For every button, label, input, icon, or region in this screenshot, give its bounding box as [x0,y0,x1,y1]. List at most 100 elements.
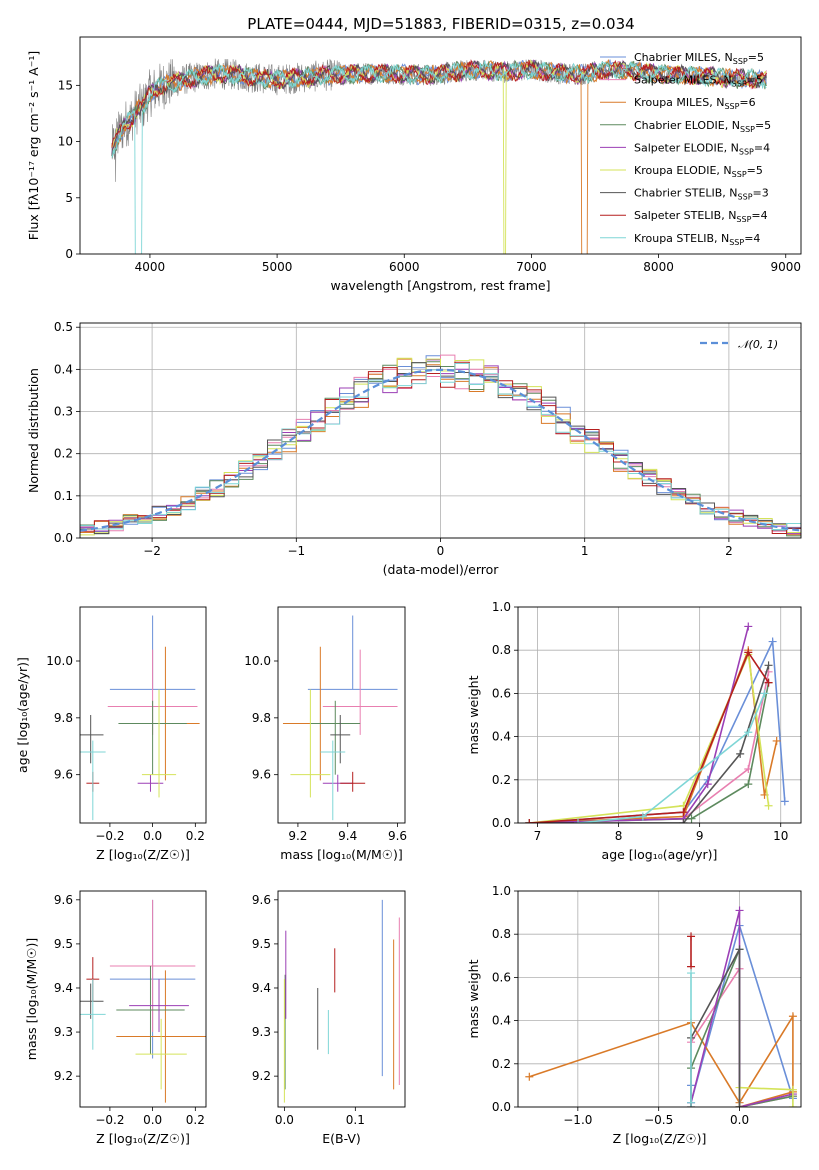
y-tick-label: 0.6 [492,970,511,984]
x-tick-label: 9000 [770,260,801,274]
x-tick-label: 6000 [389,260,420,274]
x-tick-label: 0.0 [143,1113,162,1127]
legend-label-3: Kroupa MILES, NSSP=6 [634,96,756,111]
axes-frame [277,890,406,1108]
x-tick-label: 8000 [643,260,674,274]
weight-marker-1 [780,797,789,806]
x-axis-label: wavelength [Angstrom, rest frame] [330,278,550,293]
weight-marker-7 [735,945,744,954]
x-tick-label: 0.2 [186,829,205,843]
y-tick-label: 9.8 [54,711,73,725]
weight-plot-area [525,906,797,1107]
mass-vs-extinction-panel: 0.0 0.1 9.2 9.3 9.4 9.5 9.6 E(B-V) [252,890,406,1146]
weight-marker-5 [703,780,712,789]
y-tick-label: 9.5 [252,937,271,951]
x-tick-label: −2 [143,544,161,558]
y-tick-label: 9.6 [54,768,73,782]
y-tick-label: 0.4 [492,1014,511,1028]
weight-marker-9 [687,969,696,978]
mass-vs-metallicity-panel: −0.2 0.0 0.2 9.2 9.3 9.4 9.5 9.6 Z [log₁₀(Z/Z☉)]… [24,890,207,1146]
x-tick-label: 0.0 [730,1113,749,1127]
y-tick-label: 0.0 [492,816,511,830]
weight-marker-9 [574,819,583,823]
weight-marker-9 [760,689,769,698]
weight-line-1 [690,922,794,1103]
x-axis-label: Z [log₁₀(Z/Z☉)] [96,1131,190,1146]
x-axis-label: Z [log₁₀(Z/Z☉)] [613,1131,707,1146]
y-axis-label: mass weight [466,675,481,754]
weight-line-2 [529,671,770,823]
x-tick-label: −0.5 [644,1113,673,1127]
weight-marker-5 [744,622,753,631]
y-tick-label: 10.0 [244,654,271,668]
weight-line-3 [529,1013,794,1107]
weight-marker-6 [788,1085,797,1094]
axes-frame [517,890,802,1108]
weight-marker-7 [736,749,745,758]
weight-marker-3 [772,736,781,745]
model-spectrum-line-8 [111,59,767,148]
spectrum-plot-area [111,58,767,254]
weight-marker-8 [687,932,696,941]
weight-line-2 [690,966,794,1107]
y-tick-label: 9.5 [54,937,73,951]
weight-marker-8 [679,808,688,817]
figure-title: PLATE=0444, MJD=51883, FIBERID=0315, z=0… [247,15,634,33]
histogram-plot-area [80,354,801,537]
weight-marker-1 [768,637,777,646]
legend-label-6: Kroupa ELODIE, NSSP=5 [634,164,763,179]
x-tick-label: 7000 [516,260,547,274]
x-tick-label: 0.1 [346,1113,365,1127]
y-tick-label: 1.0 [492,600,511,614]
legend-label-2: Salpeter MILES, NSSP=5 [634,74,763,89]
age-vs-metallicity-panel: −0.2 0.0 0.2 9.6 9.8 10.0 Z [log₁₀(Z/Z☉)] age [… [15,606,207,862]
weight-line-4 [529,682,770,823]
weight-line-9 [577,693,766,823]
spectrum-panel: 4000 5000 6000 7000 8000 9000 0 5 10 15 wavelength… [26,36,802,293]
weight-plot-area [525,622,789,823]
y-axis-label: age [log₁₀(age/yr)] [15,657,30,773]
axes-frame [79,36,802,255]
x-tick-label: 4000 [135,260,166,274]
y-tick-label: 9.6 [252,893,271,907]
x-tick-label: 0.0 [143,829,162,843]
legend-label-normal: 𝒩(0, 1) [738,338,778,351]
y-tick-label: 5 [65,191,73,205]
weight-marker-7 [735,1103,744,1107]
y-tick-label: 0.2 [492,1057,511,1071]
x-tick-label: 0.0 [275,1113,294,1127]
y-tick-label: 9.3 [252,1025,271,1039]
weight-marker-7 [679,819,688,823]
x-axis-label: age [log₁₀(age/yr)] [602,847,718,862]
legend-label-7: Chabrier STELIB, NSSP=3 [634,187,769,202]
y-tick-label: 0 [65,247,73,261]
y-tick-label: 0.6 [492,686,511,700]
y-tick-label: 0.2 [54,447,73,461]
histogram-series-6 [80,357,801,536]
y-tick-label: 1.0 [492,884,511,898]
histogram-series-9 [80,363,801,530]
y-tick-label: 0.8 [492,643,511,657]
weight-marker-6 [764,801,773,810]
y-axis-label: Flux [fλ10⁻¹⁷ erg cm⁻² s⁻¹ A⁻¹] [26,51,41,240]
x-tick-label: 7 [534,829,542,843]
normal-distribution-curve [80,368,801,532]
axes-frame [79,890,207,1108]
y-tick-label: 0.2 [492,773,511,787]
x-tick-label: −0.2 [95,1113,124,1127]
errorbar-plot-area [282,615,398,821]
weight-marker-6 [788,1103,797,1107]
y-tick-label: 9.4 [54,981,73,995]
legend-label-1: Chabrier MILES, NSSP=5 [634,51,764,66]
x-axis-label: Z [log₁₀(Z/Z☉)] [96,847,190,862]
y-tick-label: 9.2 [252,1069,271,1083]
y-tick-label: 9.4 [252,981,271,995]
weight-marker-3 [788,1012,797,1021]
weight-marker-9 [744,728,753,737]
x-tick-label: 5000 [262,260,293,274]
x-tick-label: 8 [615,829,623,843]
x-tick-label: 0 [437,544,445,558]
x-axis-label: (data-model)/error [383,562,500,577]
model-spectrum-line-7 [111,59,767,156]
